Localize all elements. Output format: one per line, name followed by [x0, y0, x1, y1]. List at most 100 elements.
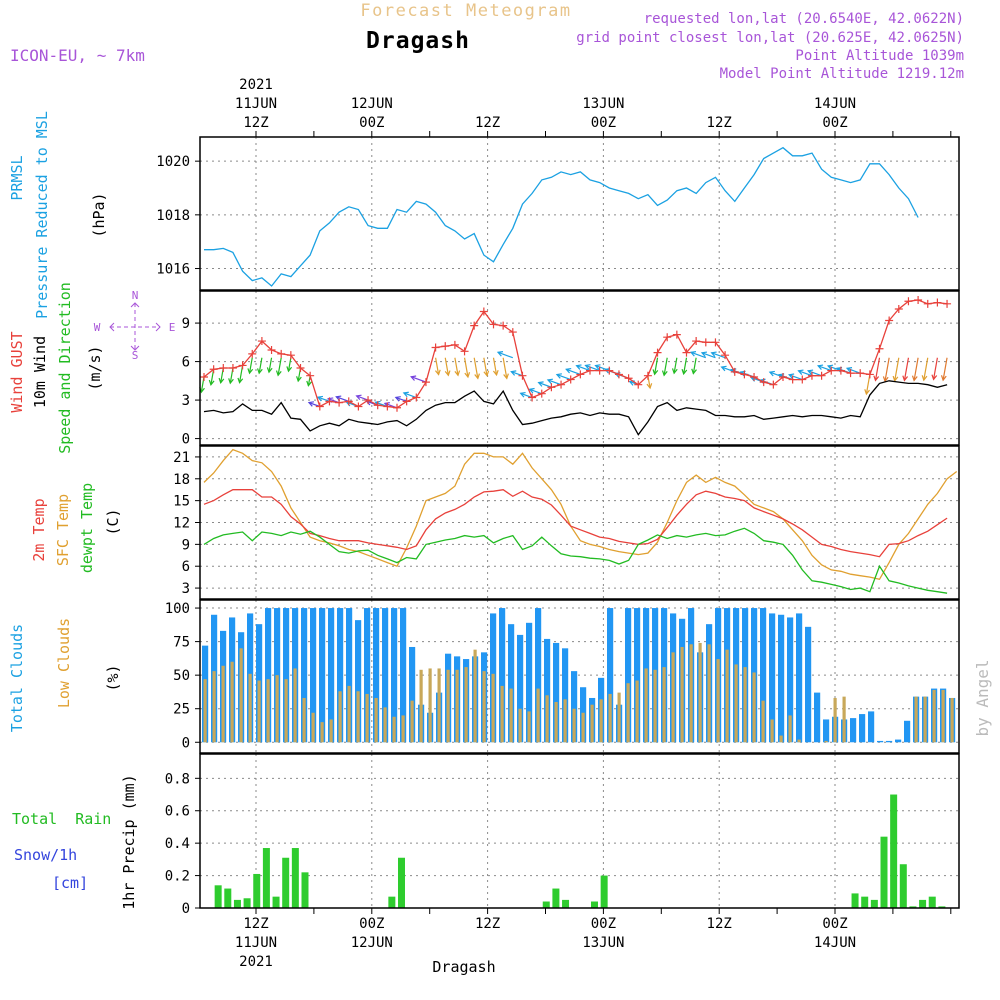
total-cloud-bar: [535, 608, 542, 743]
sfc-temp-line: [203, 448, 958, 581]
temp-ylabel: (C): [104, 508, 122, 535]
gust-marker: [836, 366, 845, 375]
wind-arrow: [894, 357, 900, 381]
low-cloud-bar: [761, 700, 765, 743]
rain-bar: [398, 857, 405, 908]
total-cloud-bar: [310, 608, 317, 743]
gust-marker: [325, 397, 334, 406]
gust-marker: [586, 366, 594, 375]
y-tick-label: 1020: [156, 154, 190, 170]
time-label-bottom: 14JUN: [814, 935, 856, 951]
low-cloud-bar: [482, 671, 486, 743]
y-tick-label: 12: [173, 516, 190, 532]
wind-arrow-head: [266, 367, 273, 374]
total-cloud-bar: [562, 648, 569, 743]
time-label-top: 2021: [239, 77, 273, 93]
wind-arrow: [903, 357, 910, 381]
gust-marker: [576, 370, 585, 379]
total-cloud-bar: [499, 608, 506, 743]
low-cloud-bar: [311, 712, 315, 743]
wind-arrow-head: [788, 373, 795, 379]
wind-arrow: [547, 379, 562, 386]
panel-frame-wind: [199, 290, 960, 446]
time-label-top: 12Z: [475, 115, 500, 131]
gust-marker: [489, 320, 498, 329]
time-label-bottom: 00Z: [591, 916, 616, 932]
low-cloud-bar: [428, 668, 432, 743]
wind-arrow: [701, 352, 716, 359]
low-cloud-bar: [518, 708, 522, 743]
rain-bar: [880, 836, 888, 908]
y-tick-label: 3: [182, 581, 190, 597]
total-cloud-bar: [274, 608, 281, 743]
gust-marker: [547, 383, 556, 392]
point-altitude: Point Altitude 1039m: [795, 48, 964, 64]
rain-bar: [851, 893, 859, 908]
wind-arrow-head: [528, 387, 535, 394]
rain-bar: [562, 899, 570, 908]
low-cloud-bar: [509, 688, 513, 743]
time-label-top: 14JUN: [814, 96, 856, 112]
low-cloud-bar: [788, 715, 792, 743]
gust-marker: [750, 372, 759, 381]
low-cloud-bar: [599, 699, 603, 743]
low-cloud-bar: [554, 702, 558, 743]
axis-ticks: 1016 1018 1020 0 3 6 9 3 6 9 12 15 18 21 0 25 50 75 100 0 0.…: [156, 77, 952, 970]
total-cloud-label: Total Clouds: [8, 624, 26, 732]
y-tick-label: 75: [173, 635, 190, 651]
low-cloud-bar: [473, 649, 477, 743]
gust-marker: [393, 403, 401, 412]
low-cloud-bar: [608, 693, 612, 743]
gust-marker: [827, 366, 836, 375]
gust-marker: [267, 346, 276, 355]
rain-bar: [938, 906, 946, 908]
total-cloud-bar: [517, 634, 524, 743]
wind-arrow: [690, 351, 707, 359]
gust-marker: [721, 351, 730, 360]
wind-arrow-head: [652, 369, 659, 376]
total-cloud-bar: [904, 720, 911, 743]
rain-label: Total Rain: [12, 810, 111, 828]
panel-frames: [199, 136, 960, 909]
wind-arrow-head: [218, 377, 225, 385]
total-cloud-bar: [553, 642, 560, 743]
y-tick-label: 0.2: [165, 869, 190, 885]
total-cloud-bar: [814, 692, 821, 743]
gust-marker: [364, 396, 373, 405]
rain-bar: [214, 885, 222, 908]
low-cloud-bar: [257, 680, 261, 743]
gust-marker: [634, 380, 643, 389]
total-cloud-bar: [508, 624, 515, 743]
wind-arrow-head: [316, 395, 324, 402]
low-cloud-bar: [329, 719, 333, 743]
low-cloud-bar: [950, 697, 954, 743]
wind-arrow-head: [816, 364, 824, 370]
wind-arrow: [511, 371, 523, 377]
wind-arrow: [258, 357, 263, 374]
wind-arrow-head: [768, 370, 775, 377]
total-cloud-bar: [823, 719, 830, 743]
total-cloud-bar: [625, 608, 632, 743]
total-cloud-bar: [868, 711, 875, 743]
wind-arrow-head: [806, 369, 814, 375]
low-cloud-bar: [401, 715, 405, 743]
gust-marker: [354, 402, 363, 411]
low-cloud-bar: [734, 664, 738, 743]
gust-marker: [528, 393, 537, 402]
gust-marker: [846, 369, 855, 378]
wind-arrow: [444, 357, 449, 376]
rain-bar: [542, 901, 550, 908]
wind-arrow-head: [208, 379, 215, 386]
low-cloud-bar: [662, 667, 666, 743]
wind-arrow-head: [410, 375, 417, 381]
total-cloud-bar: [760, 608, 767, 743]
rain-bar: [890, 794, 898, 908]
low-cloud-bar: [725, 649, 729, 743]
gust-marker: [441, 342, 450, 351]
total-cloud-bar: [850, 718, 857, 743]
total-cloud-bar: [526, 622, 533, 743]
y-tick-label: 18: [173, 472, 190, 488]
time-label-top: 12Z: [707, 115, 732, 131]
wind-arrow-head: [355, 394, 362, 401]
gust-marker: [296, 364, 305, 372]
